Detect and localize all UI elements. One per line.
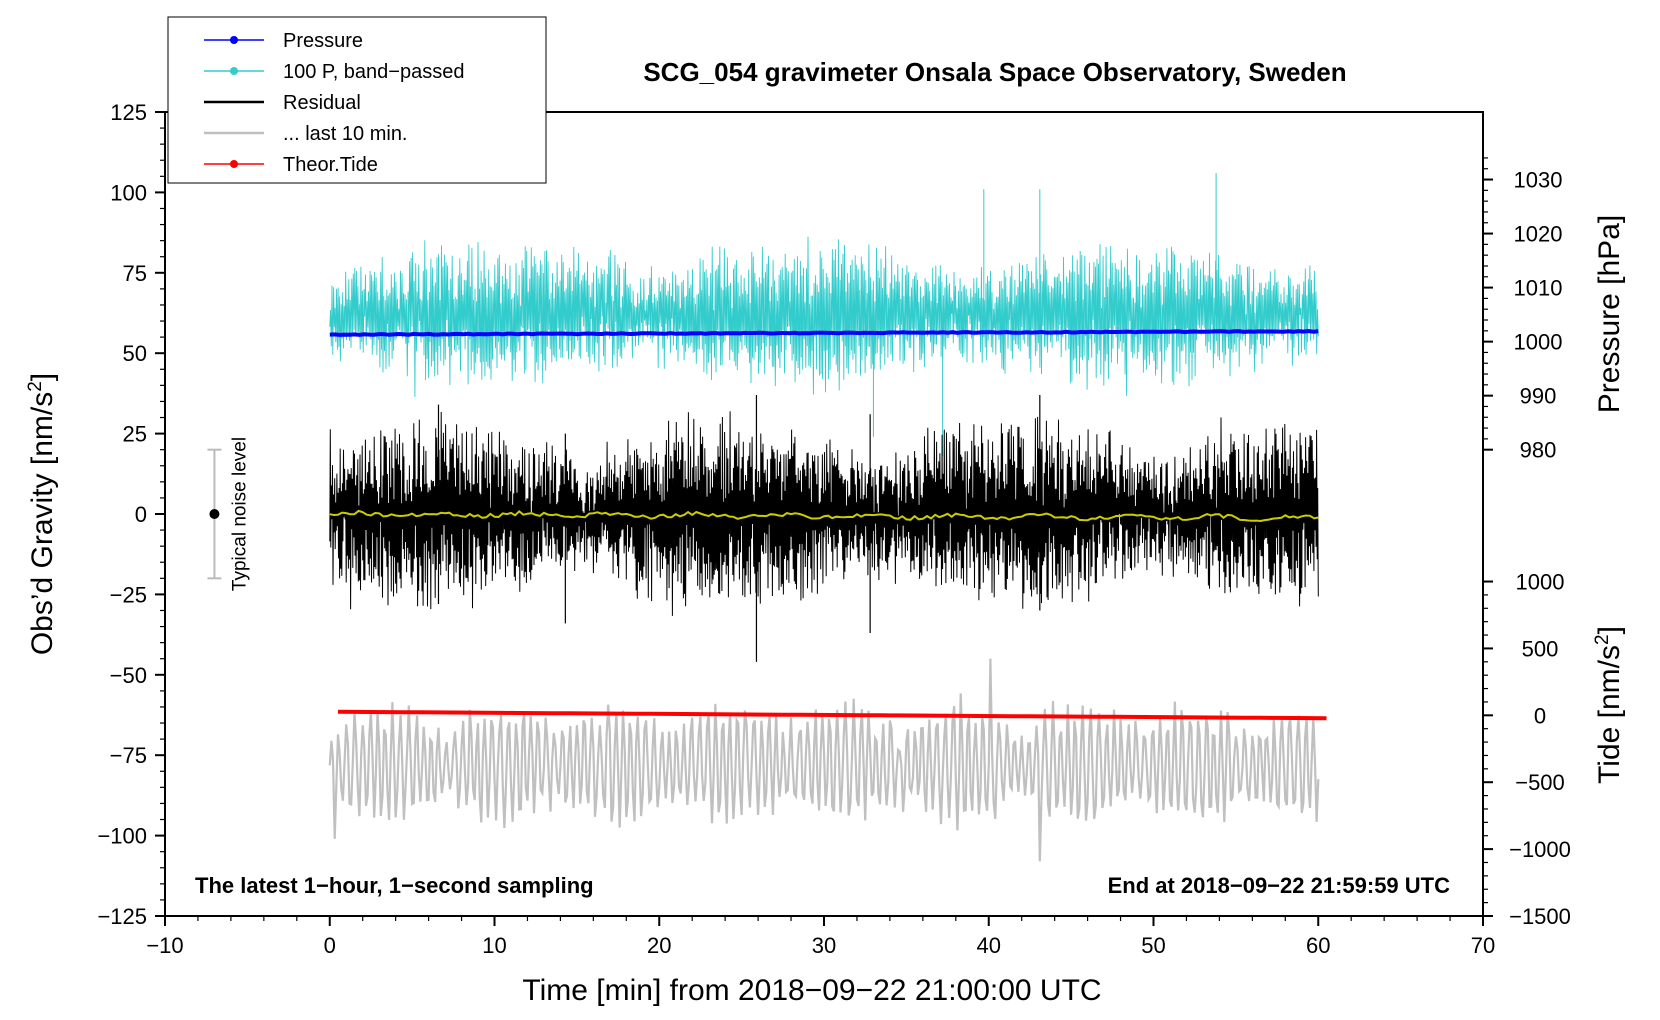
series-layer: [328, 173, 1327, 862]
y-axis-label-tide-sup: 2: [1592, 634, 1613, 645]
x-tick-label: 0: [324, 933, 336, 958]
legend-marker: [230, 36, 238, 44]
x-tick-label: −10: [146, 933, 183, 958]
y-axis-label-tide: Tide [nm/s2]: [1592, 626, 1626, 784]
y-tick-label: 25: [123, 422, 147, 447]
legend-box: [167, 16, 547, 184]
legend-label: Pressure: [283, 30, 363, 52]
pressure-tick-label: 1020: [1514, 222, 1563, 247]
pressure-tick-label: 1010: [1514, 276, 1563, 301]
series-band-passed-pressure: [329, 236, 1319, 398]
y-tick-label: −125: [97, 904, 147, 929]
noise-level-label: Typical noise level: [229, 437, 250, 591]
y-tick-label: 75: [123, 261, 147, 286]
series-residual: [329, 411, 1319, 616]
series-residual-smoothed: [329, 509, 1319, 523]
annotation-end-time: End at 2018−09−22 21:59:59 UTC: [1108, 873, 1451, 898]
tide-tick-label: 1000: [1516, 570, 1565, 595]
x-tick-label: 20: [647, 933, 671, 958]
y-tick-label: 0: [135, 502, 147, 527]
tide-tick-label: 500: [1522, 636, 1559, 661]
series-theoretical-tide: [337, 709, 1327, 721]
tide-tick-label: −1000: [1509, 837, 1571, 862]
legend-marker: [230, 67, 238, 75]
y-tick-label: −75: [110, 743, 147, 768]
y-axis-left: 125 100 75 50 25 0 −25 −50 −75 −100 −125: [97, 100, 165, 929]
pressure-tick-label: 1000: [1514, 330, 1563, 355]
x-tick-label: 50: [1141, 933, 1165, 958]
legend-marker: [230, 160, 238, 168]
tide-tick-label: 0: [1534, 703, 1546, 728]
noise-level-indicator: Typical noise level: [207, 437, 250, 591]
y-axis-label-left-text: Obs’d Gravity [nm/s: [26, 392, 59, 655]
x-tick-label: 10: [482, 933, 506, 958]
y-axis-label-pressure: Pressure [hPa]: [1593, 215, 1626, 413]
pressure-tick-label: 990: [1520, 384, 1557, 409]
y-axis-pressure: 1030 1020 1010 1000 990 980: [1483, 157, 1563, 463]
y-axis-label-left-sup: 2: [25, 381, 46, 392]
y-tick-label: 100: [110, 180, 147, 205]
x-axis-label: Time [min] from 2018−09−22 21:00:00 UTC: [522, 974, 1101, 1007]
y-axis-label-tide-close: ]: [1593, 626, 1626, 634]
legend-label: ... last 10 min.: [283, 123, 408, 145]
series-pressure: [329, 328, 1319, 337]
x-axis: −10 0 10 20 30 40 50 60 70: [146, 916, 1495, 958]
legend-label: Residual: [283, 92, 361, 114]
pressure-tick-label: 1030: [1514, 168, 1563, 193]
tide-tick-label: −500: [1515, 770, 1565, 795]
y-axis-label-left-close: ]: [26, 373, 59, 381]
series-last-10-min: [328, 658, 1320, 862]
x-tick-label: 30: [812, 933, 836, 958]
chart-title: SCG_054 gravimeter Onsala Space Observat…: [643, 57, 1346, 87]
y-tick-label: −50: [110, 663, 147, 688]
y-tick-label: −100: [97, 824, 147, 849]
x-tick-label: 70: [1471, 933, 1495, 958]
legend: Pressure 100 P, band−passed Residual ... la…: [167, 16, 547, 184]
y-axis-label-tide-text: Tide [nm/s: [1593, 645, 1626, 784]
pressure-tick-label: 980: [1520, 438, 1557, 463]
y-axis-label-left: Obs’d Gravity [nm/s2]: [25, 373, 59, 655]
x-tick-label: 60: [1306, 933, 1330, 958]
tide-tick-label: −1500: [1509, 904, 1571, 929]
annotation-sampling: The latest 1−hour, 1−second sampling: [195, 873, 594, 898]
y-tick-label: 125: [110, 100, 147, 125]
y-tick-label: −25: [110, 582, 147, 607]
x-tick-label: 40: [977, 933, 1001, 958]
y-tick-label: 50: [123, 341, 147, 366]
legend-label: Theor.Tide: [283, 154, 378, 176]
legend-label: 100 P, band−passed: [283, 61, 464, 83]
y-axis-tide: 1000 500 0 −500 −1000 −1500: [1483, 570, 1571, 929]
noise-bar-center-dot: [209, 509, 220, 519]
